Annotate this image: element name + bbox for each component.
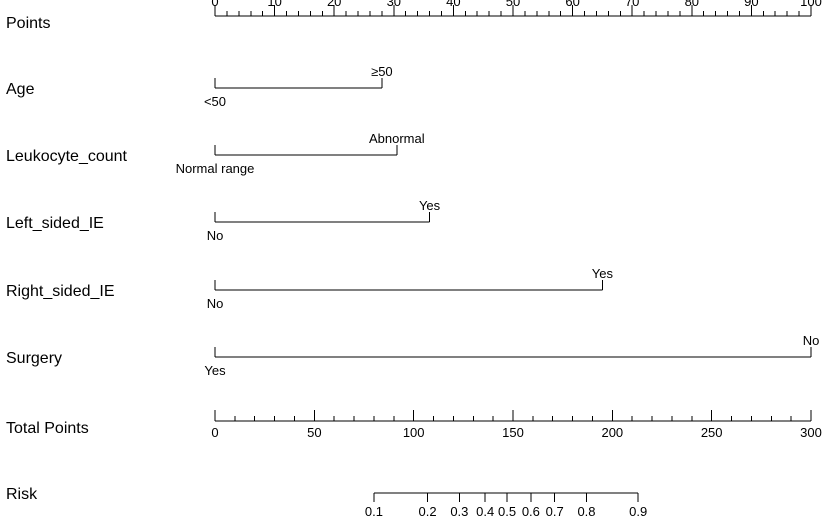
right-sided-ie-level-label: Yes	[592, 266, 614, 281]
risk-tick-label: 0.6	[522, 504, 540, 516]
right-sided-ie-level-label: No	[207, 296, 224, 311]
left-sided-ie-level-label: No	[207, 228, 224, 243]
points-tick-label: 50	[506, 0, 520, 9]
total-points-tick-label: 200	[601, 425, 623, 440]
points-tick-label: 30	[387, 0, 401, 9]
points-tick-label: 60	[565, 0, 579, 9]
risk-tick-label: 0.4	[476, 504, 494, 516]
risk-tick-label: 0.5	[498, 504, 516, 516]
total-points-tick-label: 100	[403, 425, 425, 440]
points-tick-label: 20	[327, 0, 341, 9]
row-label-points: Points	[6, 15, 50, 32]
total-points-tick-label: 50	[307, 425, 321, 440]
risk-tick-label: 0.1	[365, 504, 383, 516]
age-level-label: <50	[204, 94, 226, 109]
row-label-leukocyte-count: Leukocyte_count	[6, 148, 128, 165]
row-label-age: Age	[6, 81, 35, 98]
points-tick-label: 100	[800, 0, 822, 9]
points-tick-label: 10	[267, 0, 281, 9]
risk-tick-label: 0.2	[419, 504, 437, 516]
surgery-level-label: No	[803, 333, 820, 348]
total-points-tick-label: 150	[502, 425, 524, 440]
total-points-tick-label: 250	[701, 425, 723, 440]
risk-tick-label: 0.3	[450, 504, 468, 516]
risk-tick-label: 0.7	[546, 504, 564, 516]
points-tick-label: 40	[446, 0, 460, 9]
row-label-left-sided-ie: Left_sided_IE	[6, 215, 104, 232]
risk-tick-label: 0.9	[629, 504, 647, 516]
surgery-level-label: Yes	[204, 363, 226, 378]
risk-tick-label: 0.8	[577, 504, 595, 516]
row-label-right-sided-ie: Right_sided_IE	[6, 283, 115, 300]
total-points-tick-label: 300	[800, 425, 822, 440]
leukocyte-count-level-label: Normal range	[176, 161, 255, 176]
points-tick-label: 90	[744, 0, 758, 9]
left-sided-ie-level-label: Yes	[419, 198, 441, 213]
leukocyte-count-level-label: Abnormal	[369, 131, 425, 146]
row-label-total-points: Total Points	[6, 420, 89, 437]
age-level-label: ≥50	[371, 64, 393, 79]
points-tick-label: 80	[685, 0, 699, 9]
points-tick-label: 0	[211, 0, 218, 9]
total-points-tick-label: 0	[211, 425, 218, 440]
row-label-surgery: Surgery	[6, 350, 62, 367]
row-label-risk: Risk	[6, 486, 38, 503]
points-tick-label: 70	[625, 0, 639, 9]
